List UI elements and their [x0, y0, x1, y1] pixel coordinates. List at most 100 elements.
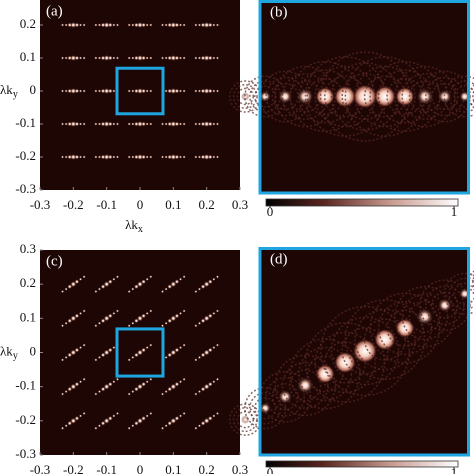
- spot: [197, 89, 202, 93]
- spot: [164, 56, 168, 60]
- spot: [127, 358, 131, 362]
- spot: [107, 88, 113, 94]
- ring: [394, 285, 456, 348]
- spot: [215, 411, 220, 416]
- ring: [377, 301, 432, 356]
- spot: [194, 426, 198, 430]
- spot: [94, 122, 98, 126]
- spot: [64, 89, 68, 93]
- x-tick-label: 0: [137, 197, 144, 212]
- spot: [107, 22, 113, 28]
- spot: [160, 426, 165, 430]
- spot: [212, 56, 216, 60]
- panel-border: [258, 0, 470, 195]
- spot: [78, 122, 83, 126]
- spot: [259, 91, 271, 102]
- spot: [197, 321, 202, 325]
- spot: [182, 122, 186, 126]
- spot: [182, 411, 186, 416]
- spot: [60, 89, 65, 93]
- ring: [314, 331, 376, 394]
- spot: [160, 392, 165, 396]
- spot: [137, 88, 143, 94]
- spot: [103, 154, 110, 160]
- x-label-sub: x: [138, 224, 143, 235]
- zoom-box: [115, 66, 165, 116]
- spot: [149, 155, 153, 159]
- spot: [178, 414, 183, 418]
- y-tick-label: 0.2: [20, 16, 36, 31]
- spot: [74, 415, 80, 421]
- spot: [97, 122, 102, 126]
- spot: [215, 122, 220, 126]
- spot: [215, 377, 220, 381]
- ring: [281, 361, 329, 409]
- x-tick-label: 0.2: [199, 197, 215, 212]
- spot: [197, 287, 202, 291]
- spot: [115, 309, 120, 313]
- spot: [107, 313, 113, 319]
- y-tick-label: 0.1: [20, 309, 36, 324]
- spot: [207, 381, 213, 387]
- spot: [203, 22, 210, 28]
- ring: [401, 293, 449, 341]
- spot: [170, 88, 177, 94]
- panel-label: (d): [270, 251, 288, 267]
- spot: [70, 154, 77, 160]
- y-tick-label: -0.3: [15, 446, 36, 461]
- spot: [131, 122, 135, 126]
- spot: [160, 289, 165, 294]
- spot: [82, 56, 86, 60]
- spot: [174, 381, 180, 387]
- spot: [145, 89, 149, 93]
- y-axis-label: λky: [0, 82, 18, 100]
- x-tick-label: 0.1: [165, 462, 181, 474]
- spot: [164, 155, 168, 159]
- spot: [174, 88, 180, 94]
- spot: [164, 23, 168, 27]
- x-tick-label: 0: [137, 462, 144, 474]
- spot: [241, 415, 250, 424]
- y-label-base: λk: [0, 343, 13, 358]
- spot: [194, 324, 198, 328]
- spot: [178, 277, 183, 281]
- spot: [178, 23, 183, 27]
- spot: [127, 23, 131, 27]
- spot: [141, 88, 147, 94]
- spot: [115, 155, 120, 159]
- spot: [141, 279, 147, 285]
- spot: [127, 324, 131, 328]
- ring: [453, 85, 474, 108]
- spot: [212, 380, 216, 384]
- spot: [131, 389, 135, 394]
- spot: [127, 426, 131, 430]
- spot: [74, 381, 80, 387]
- spot: [170, 55, 177, 61]
- spot: [178, 89, 183, 93]
- spot: [97, 424, 102, 428]
- ring: [431, 82, 459, 111]
- spot: [164, 321, 168, 325]
- y-label-sub: y: [13, 89, 18, 100]
- spot: [374, 328, 396, 351]
- spot: [416, 88, 433, 105]
- spot: [94, 289, 98, 294]
- spot: [315, 364, 335, 384]
- ring: [354, 65, 416, 128]
- spot: [334, 351, 356, 374]
- spot: [197, 122, 202, 126]
- spot: [141, 55, 147, 61]
- spot: [374, 85, 396, 108]
- ring: [453, 282, 474, 305]
- spot: [131, 321, 135, 325]
- ring: [472, 275, 474, 289]
- spot: [127, 56, 131, 60]
- spot: [82, 89, 86, 93]
- x-tick-label: 0.1: [165, 197, 181, 212]
- spot: [194, 392, 198, 396]
- spot: [82, 23, 86, 27]
- spot: [182, 309, 186, 313]
- spot: [145, 277, 149, 281]
- ring: [254, 397, 277, 420]
- spot: [94, 155, 98, 159]
